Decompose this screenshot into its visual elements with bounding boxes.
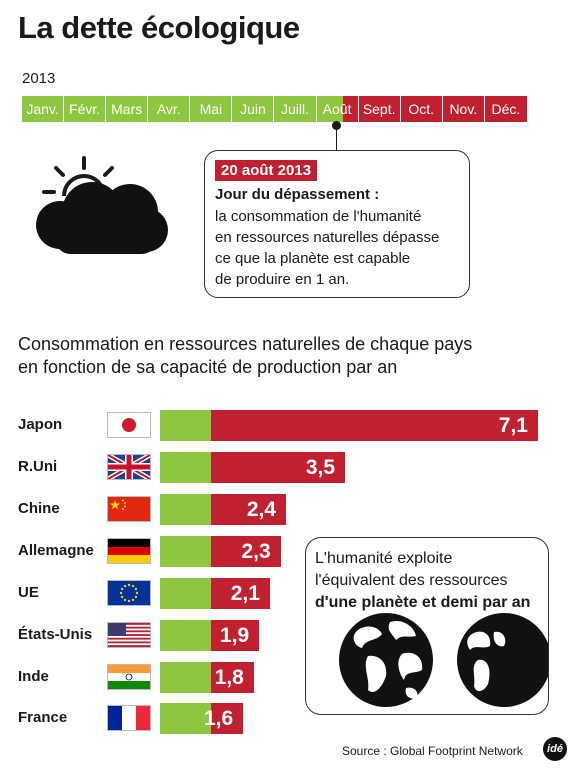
- subtitle-line: Consommation en ressources naturelles de…: [18, 334, 473, 354]
- month-2: Mars: [106, 96, 149, 122]
- callout-text: la consommation de l'humanité en ressour…: [215, 206, 465, 290]
- japan-flag-icon: [107, 412, 151, 438]
- country-label: Chine: [18, 500, 60, 517]
- bar-capacity: [160, 620, 211, 651]
- bar-capacity: [160, 410, 211, 441]
- uk-flag-icon: [106, 452, 152, 482]
- bar-capacity: [160, 536, 211, 567]
- country-label: France: [18, 709, 68, 726]
- bar-capacity: [160, 703, 211, 734]
- bar-capacity: [160, 578, 211, 609]
- country-label: Inde: [18, 668, 49, 685]
- month-11: Déc.: [484, 96, 527, 122]
- month-timeline: Janv. Févr. Mars Avr. Mai Juin Juill. Août Sept.…: [22, 96, 527, 122]
- subtitle-line: en fonction de sa capacité de production…: [18, 357, 398, 377]
- callout-line: de produire en 1 an.: [215, 271, 350, 288]
- callout-line: en ressources naturelles dépasse: [215, 229, 440, 246]
- timeline-year: 2013: [22, 70, 56, 87]
- bar-value-label: 1,6: [203, 706, 234, 730]
- overshoot-day-callout: 20 août 2013 Jour du dépassement : la co…: [204, 150, 470, 298]
- bar-overshoot: [211, 662, 254, 693]
- callout-heading: Jour du dépassement :: [215, 186, 380, 203]
- info-line-emphasis: d'une planète et demi par an: [315, 594, 531, 611]
- bar-value-label: 3,5: [305, 455, 336, 479]
- bar-overshoot: [211, 410, 538, 441]
- overshoot-marker-line: [336, 122, 337, 158]
- bar-overshoot: [211, 494, 287, 525]
- bar-capacity: [160, 452, 211, 483]
- overshoot-marker-dot: [332, 121, 341, 130]
- source-note: Source : Global Footprint Network: [342, 744, 523, 758]
- globes-icon: [339, 613, 548, 707]
- month-8: Sept.: [358, 96, 401, 122]
- callout-line: la consommation de l'humanité: [215, 208, 422, 225]
- callout-line: ce que la planète est capable: [215, 250, 411, 267]
- half-earth-globe-icon: [457, 613, 548, 707]
- bar-overshoot: [211, 578, 270, 609]
- month-9: Oct.: [400, 96, 443, 122]
- bar-value-label: 7,1: [498, 413, 528, 437]
- month-10: Nov.: [442, 96, 485, 122]
- overshoot-date: 20 août 2013: [215, 160, 318, 181]
- india-flag-icon: [107, 664, 151, 690]
- info-line: L'humanité exploite: [315, 550, 453, 567]
- eu-flag-icon: [107, 580, 151, 606]
- country-label: R.Uni: [18, 458, 58, 475]
- country-label: Japon: [18, 416, 63, 433]
- month-0: Janv.: [22, 96, 65, 122]
- country-consumption-chart: Japon 7,1 R.Uni 3,5 Chine 2,4 Allemagne 2,3 UE 2,…: [0, 400, 576, 740]
- country-label: UE: [18, 584, 39, 601]
- month-6: Juill.: [274, 96, 317, 122]
- month-3: Avr.: [148, 96, 191, 122]
- month-1: Févr.: [64, 96, 107, 122]
- germany-flag-icon: [107, 538, 151, 564]
- bar-overshoot: [211, 620, 260, 651]
- bar-overshoot: [211, 536, 281, 567]
- bar-value-label: 2,3: [241, 539, 271, 563]
- china-flag-icon: [107, 496, 151, 522]
- month-7: Août: [316, 96, 359, 122]
- france-flag-icon: [107, 705, 151, 731]
- bar-value-label: 1,9: [220, 623, 250, 647]
- sun-cloud-icon: [36, 156, 168, 254]
- chart-subtitle: Consommation en ressources naturelles de…: [18, 333, 538, 379]
- bar-overshoot: [211, 452, 346, 483]
- info-line: l'équivalent des ressources: [315, 572, 508, 589]
- bar-value-label: 1,8: [214, 665, 244, 689]
- page-title: La dette écologique: [18, 10, 300, 45]
- usa-flag-icon: [107, 622, 151, 648]
- bar-capacity: [160, 662, 211, 693]
- month-4: Mai: [190, 96, 233, 122]
- month-5: Juin: [232, 96, 275, 122]
- country-label: Allemagne: [18, 542, 94, 559]
- bar-value-label: 2,4: [246, 497, 277, 521]
- bar-capacity: [160, 494, 211, 525]
- country-label: États-Unis: [18, 626, 93, 643]
- publisher-logo: idé: [543, 737, 567, 761]
- bar-value-label: 2,1: [230, 581, 260, 605]
- bar-overshoot: [211, 703, 244, 734]
- humanity-info-box: L'humanité exploite l'équivalent des res…: [305, 537, 549, 715]
- earth-globe-icon: [339, 613, 433, 707]
